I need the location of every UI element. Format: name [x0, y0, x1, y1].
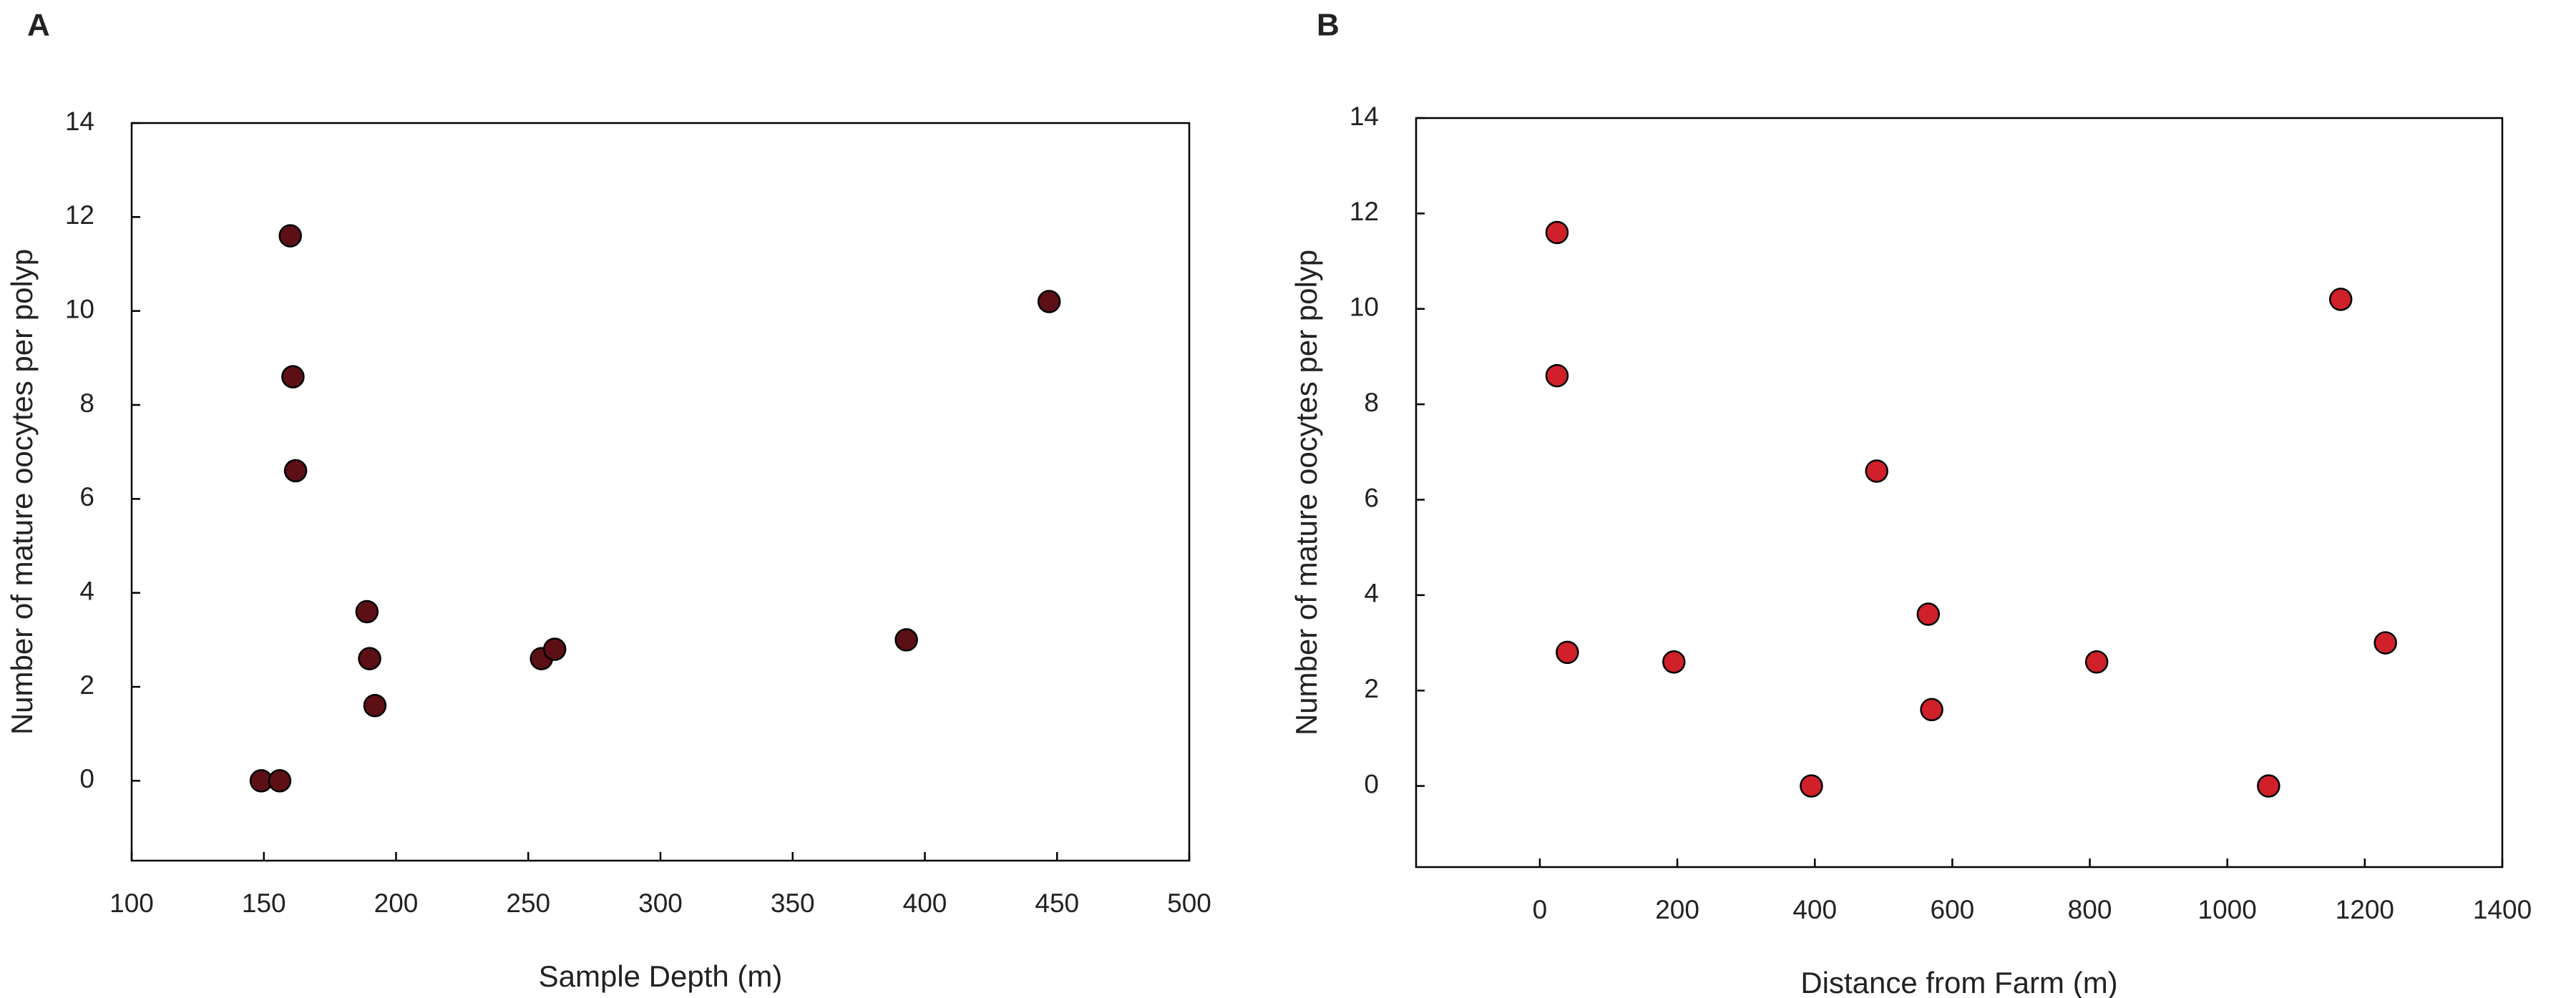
y-tick-label: 2	[79, 670, 94, 700]
data-point	[1556, 640, 1579, 665]
x-tick-label: 500	[1167, 889, 1211, 918]
data-point	[283, 459, 308, 483]
y-tick-label: 12	[65, 200, 94, 230]
x-tick-label: 0	[1533, 895, 1548, 924]
data-point	[1037, 290, 1061, 313]
data-point	[2257, 774, 2280, 798]
data-point	[268, 769, 292, 793]
x-tick-label: 100	[109, 889, 154, 918]
panel-label: A	[27, 8, 50, 43]
data-point	[894, 628, 918, 652]
x-tick-label: 800	[2068, 895, 2112, 924]
y-tick-label: 8	[79, 388, 94, 418]
x-tick-label: 400	[903, 889, 947, 918]
y-tick-label: 14	[1350, 102, 1379, 131]
x-tick-label: 1400	[2473, 895, 2532, 924]
x-tick-label: 600	[1931, 895, 1975, 924]
data-point	[2373, 631, 2397, 655]
y-tick-label: 0	[1364, 769, 1379, 798]
x-tick-label: 250	[506, 889, 550, 918]
data-point	[1545, 220, 1569, 245]
y-tick-label: 4	[1364, 579, 1379, 608]
data-point	[1662, 650, 1686, 674]
y-tick-label: 2	[1364, 674, 1379, 703]
y-tick-label: 0	[79, 764, 94, 793]
data-point	[355, 600, 379, 624]
data-point	[2328, 288, 2353, 311]
x-tick-label: 1000	[2198, 895, 2257, 924]
y-tick-label: 8	[1364, 388, 1379, 417]
x-tick-label: 400	[1792, 895, 1837, 924]
data-point	[358, 647, 381, 670]
x-tick-label: 350	[771, 889, 815, 918]
x-tick-label: 300	[638, 889, 683, 918]
y-tick-label: 4	[79, 576, 94, 605]
y-tick-label: 12	[1350, 197, 1379, 226]
y-tick-label: 6	[79, 482, 94, 512]
x-tick-label: 200	[1655, 895, 1699, 924]
data-point	[1800, 774, 1823, 798]
y-tick-label: 10	[65, 294, 94, 323]
data-point	[2084, 650, 2109, 674]
data-point	[1865, 459, 1888, 483]
y-tick-label: 6	[1364, 483, 1379, 512]
y-axis-title: Number of mature oocytes per polyp	[5, 249, 39, 735]
panel-label: B	[1317, 8, 1340, 43]
data-point	[281, 365, 305, 388]
data-point	[1916, 602, 1941, 626]
x-tick-label: 450	[1035, 889, 1079, 918]
y-axis-title: Number of mature oocytes per polyp	[1289, 250, 1323, 735]
data-point	[1545, 363, 1569, 388]
x-axis-title: Distance from Farm (m)	[1800, 966, 2117, 998]
x-tick-label: 150	[242, 889, 286, 918]
plot-frame	[1415, 117, 2504, 869]
y-tick-label: 10	[1350, 293, 1379, 322]
x-axis-title: Sample Depth (m)	[539, 959, 783, 993]
data-point	[278, 224, 302, 248]
data-point	[1920, 698, 1943, 722]
data-point	[542, 637, 567, 661]
y-tick-label: 14	[65, 107, 94, 136]
x-tick-label: 200	[374, 889, 419, 918]
x-tick-label: 1200	[2336, 895, 2394, 924]
data-point	[363, 694, 387, 718]
